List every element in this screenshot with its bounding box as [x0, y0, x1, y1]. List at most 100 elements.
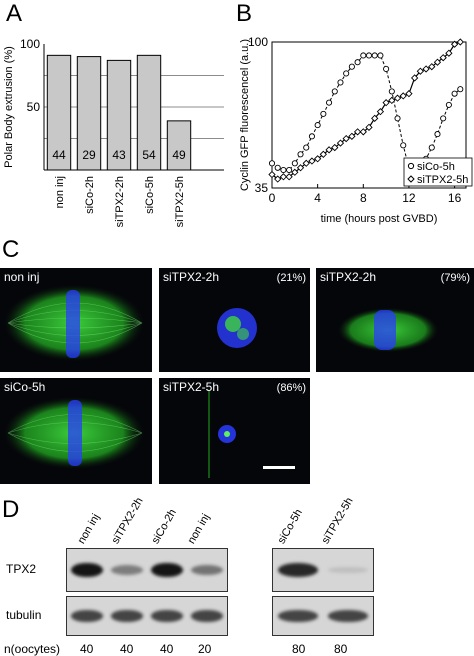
point-sitpx2-5h	[296, 164, 305, 172]
point-sico-5h	[388, 88, 395, 95]
point-sico-5h	[274, 164, 281, 171]
lane-label-left-1: siTPX2-2h	[109, 495, 146, 546]
bar-data-label: 29	[82, 148, 96, 162]
point-sico-5h	[297, 151, 304, 158]
x-axis-label: time (hours post GVBD)	[321, 213, 438, 225]
point-sitpx2-5h	[399, 92, 407, 100]
x-tick-label: non inj	[54, 176, 66, 208]
legend-box	[403, 157, 473, 187]
point-sitpx2-5h	[314, 155, 322, 163]
n-value: 40	[160, 642, 174, 656]
point-sico-5h	[354, 59, 361, 66]
blot-band	[151, 562, 183, 578]
micrograph-non-inj: non inj	[0, 268, 152, 372]
n-value: 20	[198, 642, 212, 656]
bar-data-label: 54	[142, 148, 156, 162]
y-tick-label: 100	[20, 37, 40, 51]
point-sico-5h	[400, 142, 407, 149]
point-sitpx2-5h	[319, 150, 327, 158]
point-sitpx2-5h	[325, 146, 333, 154]
micrograph-sitpx2-2h-79: siTPX2-2h (79%)	[316, 268, 474, 372]
legend-label: siTPX2-5h	[417, 174, 468, 186]
small-spindle-image	[338, 308, 438, 352]
point-sico-5h	[451, 90, 458, 97]
lane-label-right-1: siTPX2-5h	[319, 495, 356, 546]
blot-tubulin-right	[272, 596, 374, 636]
x-tick-label: 8	[360, 191, 367, 205]
point-sitpx2-5h	[411, 74, 419, 82]
n-value: 40	[120, 642, 134, 656]
point-sitpx2-5h	[416, 67, 424, 75]
point-sico-5h	[434, 131, 441, 138]
x-tick-label: siTPX2-5h	[174, 176, 186, 227]
point-sitpx2-5h	[422, 65, 430, 73]
point-sitpx2-5h	[359, 128, 367, 136]
micrograph-sitpx2-2h-21: siTPX2-2h (21%)	[159, 268, 310, 372]
blot-band	[111, 610, 143, 622]
x-tick-label: 4	[314, 191, 321, 205]
x-tick-label: 12	[402, 191, 416, 205]
point-sitpx2-5h	[279, 173, 288, 181]
point-sico-5h	[365, 52, 373, 59]
panel-letter-c: C	[2, 236, 20, 263]
n-oocytes-label: n(oocytes)	[4, 642, 61, 656]
point-sico-5h	[314, 122, 321, 129]
panel-letter-a: A	[6, 0, 23, 27]
point-sico-5h	[457, 86, 464, 93]
series-line-sitpx2-5h	[271, 41, 461, 180]
point-sitpx2-5h	[353, 128, 362, 136]
blot-band	[328, 610, 368, 622]
point-sitpx2-5h	[308, 157, 316, 165]
micrograph-sico-5h: siCo-5h	[0, 378, 152, 484]
lane-label-left-0: non inj	[75, 511, 103, 546]
blot-band	[71, 610, 103, 622]
point-sitpx2-5h	[348, 132, 356, 140]
point-sico-5h	[286, 166, 293, 174]
point-sitpx2-5h	[291, 168, 299, 176]
point-sico-5h	[326, 99, 333, 106]
point-sitpx2-5h	[371, 114, 379, 123]
blot-row-label-tubulin: tubulin	[6, 608, 42, 622]
spindle-image	[4, 285, 144, 361]
point-sitpx2-5h	[365, 123, 373, 131]
micrograph-percent: (21%)	[276, 272, 306, 284]
point-sitpx2-5h	[342, 134, 350, 143]
x-tick-label: 0	[269, 191, 276, 205]
blot-band	[191, 610, 223, 622]
point-sico-5h	[445, 101, 452, 108]
blot-band	[328, 566, 368, 574]
point-sitpx2-5h	[439, 54, 447, 62]
bar-sitpx2-5h	[166, 120, 192, 171]
point-sico-5h	[303, 144, 310, 151]
point-sitpx2-5h	[302, 159, 310, 167]
scale-bar	[263, 466, 295, 469]
point-sico-5h	[291, 160, 298, 167]
lane-label-right-0: siCo-5h	[275, 507, 305, 546]
point-sico-5h	[360, 52, 367, 59]
micrograph-label: siTPX2-2h	[320, 270, 377, 284]
point-sico-5h	[394, 115, 401, 122]
spindle-image	[4, 397, 144, 469]
point-sico-5h	[428, 144, 435, 151]
chromosome-ball-image	[217, 308, 257, 348]
x-tick-label: siCo-2h	[84, 176, 96, 214]
point-sitpx2-5h	[450, 40, 459, 48]
y-axis-label: Polar Body extrusion (%)	[3, 46, 15, 168]
blot-band	[111, 565, 143, 575]
point-sico-5h	[343, 70, 350, 77]
point-sitpx2-5h	[274, 175, 282, 183]
point-sitpx2-5h	[285, 173, 293, 181]
y-tick-label: 35	[255, 181, 269, 195]
point-sitpx2-5h	[433, 58, 442, 66]
point-sico-5h	[331, 88, 338, 95]
micrograph-label: siCo-5h	[4, 380, 46, 394]
point-sitpx2-5h	[388, 96, 396, 105]
point-sitpx2-5h	[393, 94, 402, 102]
bar-data-label: 43	[112, 148, 126, 162]
micrograph-percent: (79%)	[440, 272, 470, 284]
x-tick-label: siTPX2-2h	[114, 176, 126, 227]
point-sico-5h	[280, 166, 287, 174]
point-sitpx2-5h	[445, 49, 453, 57]
point-sico-5h	[337, 79, 344, 86]
lane-label-left-2: siCo-2h	[149, 507, 179, 546]
